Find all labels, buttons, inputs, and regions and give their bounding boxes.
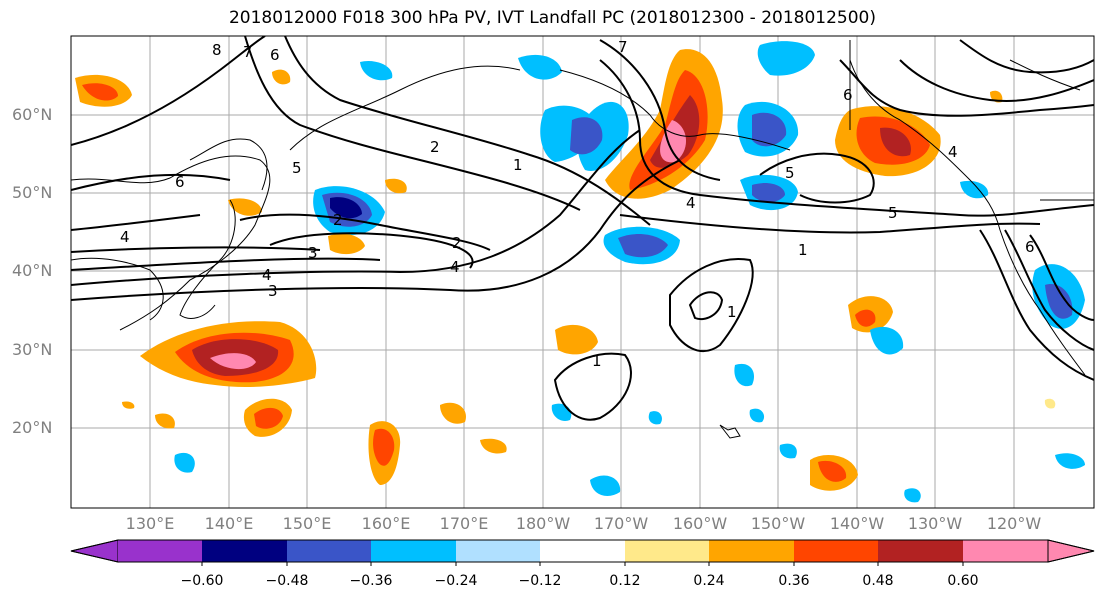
colorbar-tick-label: 0.12	[609, 573, 641, 589]
lon-label: 150°E	[282, 514, 332, 533]
colorbar-tick-label: 0.48	[862, 573, 894, 589]
lat-label: 50°N	[12, 183, 53, 202]
lon-label: 180°W	[515, 514, 571, 533]
colorbar-swatch	[456, 540, 540, 562]
contour-label: 4	[450, 258, 460, 276]
lon-label: 140°E	[204, 514, 254, 533]
lon-label: 130°E	[125, 514, 175, 533]
colorbar-tick-label: −0.24	[434, 573, 478, 589]
contour-label: 7	[618, 38, 628, 56]
contour-label: 8	[212, 41, 222, 59]
contour-label: 5	[785, 164, 795, 182]
contour-label: 4	[120, 228, 130, 246]
contour-label: 1	[592, 352, 602, 370]
colorbar-tick-label: 0.60	[947, 573, 979, 589]
colorbar-frame	[70, 539, 1095, 563]
colorbar-tick-label: −0.12	[518, 573, 562, 589]
colorbar-swatch	[287, 540, 371, 562]
pv-shading	[75, 41, 1085, 503]
plot-area	[71, 36, 1094, 508]
lat-label: 60°N	[12, 105, 53, 124]
contour-labels: 8 7 6 6 5 4 4 3 2 2 1 1 1 1 2 3 5 4 4 5 …	[120, 38, 1035, 370]
coastlines	[71, 40, 1094, 439]
colorbar-swatch	[371, 540, 456, 562]
lon-label: 160°W	[672, 514, 728, 533]
contour-label: 6	[175, 173, 185, 191]
contour-label: 7	[243, 43, 253, 61]
map-title: 2018012000 F018 300 hPa PV, IVT Landfall…	[228, 8, 876, 28]
lat-label: 40°N	[12, 261, 53, 280]
colorbar-swatch	[794, 540, 878, 562]
contour-label: 5	[888, 204, 898, 222]
lat-label: 30°N	[12, 340, 53, 359]
plot-frame	[70, 35, 1095, 509]
colorbar-swatch	[625, 540, 709, 562]
colorbar-swatch	[963, 540, 1048, 562]
contour-label: 4	[686, 194, 696, 212]
contour-label: 2	[333, 211, 343, 229]
contour-label: 6	[270, 46, 280, 64]
contour-label: 2	[452, 234, 462, 252]
contour-label: 6	[1025, 238, 1035, 256]
lon-label: 170°W	[593, 514, 649, 533]
contour-label: 3	[268, 282, 278, 300]
contour-label: 6	[843, 86, 853, 104]
lon-label: 160°E	[361, 514, 411, 533]
lon-label: 170°E	[439, 514, 489, 533]
colorbar-tick-label: −0.48	[265, 573, 309, 589]
lon-label: 150°W	[750, 514, 806, 533]
colorbar	[70, 539, 1095, 566]
colorbar-tick-label: −0.60	[180, 573, 224, 589]
colorbar-tick-label: 0.36	[778, 573, 810, 589]
lat-label: 20°N	[12, 418, 53, 437]
lon-label: 130°W	[907, 514, 963, 533]
contour-label: 1	[727, 303, 737, 321]
colorbar-swatch	[878, 540, 963, 562]
contour-label: 4	[948, 143, 958, 161]
colorbar-extend-high	[1047, 539, 1095, 563]
contour-label: 5	[292, 159, 302, 177]
colorbar-tick-label: −0.36	[349, 573, 393, 589]
colorbar-tick-label: 0.24	[693, 573, 725, 589]
contour-label: 2	[430, 138, 440, 156]
contour-label: 3	[308, 244, 318, 262]
colorbar-swatch	[118, 540, 202, 562]
lon-label: 120°W	[986, 514, 1042, 533]
colorbar-swatch	[202, 540, 287, 562]
colorbar-swatch	[540, 540, 625, 562]
contour-label: 1	[798, 241, 808, 259]
colorbar-swatch	[709, 540, 794, 562]
contour-label: 4	[262, 266, 272, 284]
contour-label: 1	[513, 156, 523, 174]
colorbar-extend-low	[70, 539, 119, 563]
lon-label: 140°W	[829, 514, 885, 533]
ivt-contours	[71, 36, 1094, 421]
